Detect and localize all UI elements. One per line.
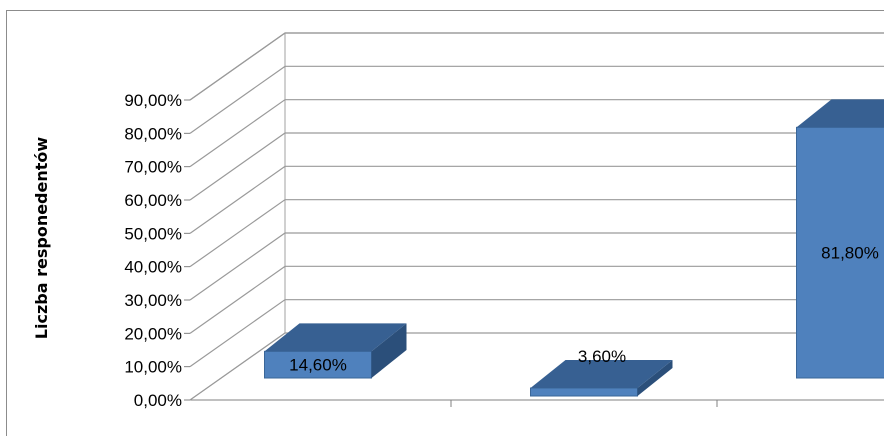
bars: 14,60% 3,60% 81,80% (264, 99, 884, 397)
y-tick-label: 30,00% (124, 291, 182, 310)
bar-top (530, 360, 673, 388)
y-tick-label: 40,00% (124, 258, 182, 277)
gridline (189, 32, 286, 101)
gridline (189, 99, 884, 168)
y-tick-label: 70,00% (124, 158, 182, 177)
gridline (189, 165, 884, 234)
bar-top (264, 323, 407, 352)
y-tick-label: 80,00% (124, 124, 182, 143)
y-tick-label: 50,00% (124, 224, 182, 243)
gridline (189, 232, 884, 301)
bar-front (530, 387, 638, 397)
gridline (189, 265, 884, 334)
bar-top (796, 99, 884, 128)
chart-border (6, 10, 884, 436)
y-tick-label: 20,00% (124, 324, 182, 343)
x-categories: Wody podziemneWody powierzchnioweWody po… (252, 400, 884, 436)
gridlines (189, 32, 884, 401)
y-tick-label: 10,00% (124, 358, 182, 377)
bar-side (371, 323, 407, 378)
data-label: 14,60% (289, 356, 347, 375)
bar-front (264, 350, 372, 379)
gridline (189, 332, 884, 401)
y-tick-label: 90,00% (124, 91, 182, 110)
y-tick-label: 0,00% (134, 391, 182, 410)
gridline (189, 132, 884, 201)
gridline (189, 299, 884, 368)
y-axis-label: Liczba responedentów (32, 137, 51, 340)
data-label: 81,80% (821, 244, 879, 263)
bar-side (637, 360, 673, 396)
gridline (189, 199, 884, 268)
data-label: 3,60% (578, 347, 626, 366)
y-tick-label: 60,00% (124, 191, 182, 210)
gridline (189, 65, 884, 134)
y-ticks: 0,00% 10,00% 20,00% 30,00% 40,00% 50,00% 60,00… (124, 91, 190, 410)
